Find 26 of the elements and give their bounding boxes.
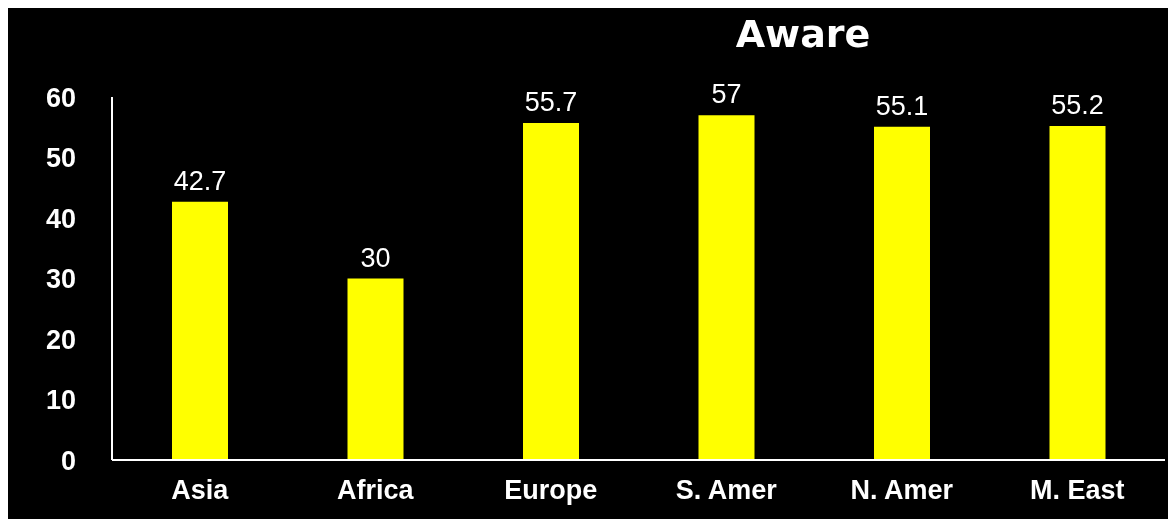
data-label: 30	[360, 242, 391, 273]
chart-title: Aware	[734, 12, 872, 56]
x-tick-label: M. East	[1029, 475, 1125, 506]
bar	[347, 278, 404, 460]
y-tick-label: 40	[45, 203, 76, 234]
x-tick-label: Europe	[504, 475, 598, 506]
data-label: 55.1	[875, 90, 929, 121]
y-tick-label: 20	[45, 324, 76, 355]
x-tick-label: Africa	[336, 475, 415, 506]
x-tick-label: S. Amer	[675, 475, 778, 506]
y-tick-label: 30	[45, 264, 76, 295]
y-tick-label: 60	[45, 82, 76, 113]
y-tick-label: 50	[45, 143, 76, 174]
bar	[874, 126, 930, 460]
y-tick-label: 0	[60, 445, 76, 476]
data-label: 55.7	[524, 87, 578, 118]
bar	[172, 201, 228, 460]
x-tick-label: Asia	[171, 475, 230, 506]
y-tick-label: 10	[45, 385, 76, 416]
bar	[698, 115, 755, 460]
bar	[523, 123, 579, 460]
data-label: 55.2	[1051, 90, 1104, 121]
data-label: 42.7	[173, 165, 227, 196]
x-tick-label: N. Amer	[850, 475, 954, 506]
data-label: 57	[711, 79, 742, 110]
bar	[1049, 126, 1106, 460]
